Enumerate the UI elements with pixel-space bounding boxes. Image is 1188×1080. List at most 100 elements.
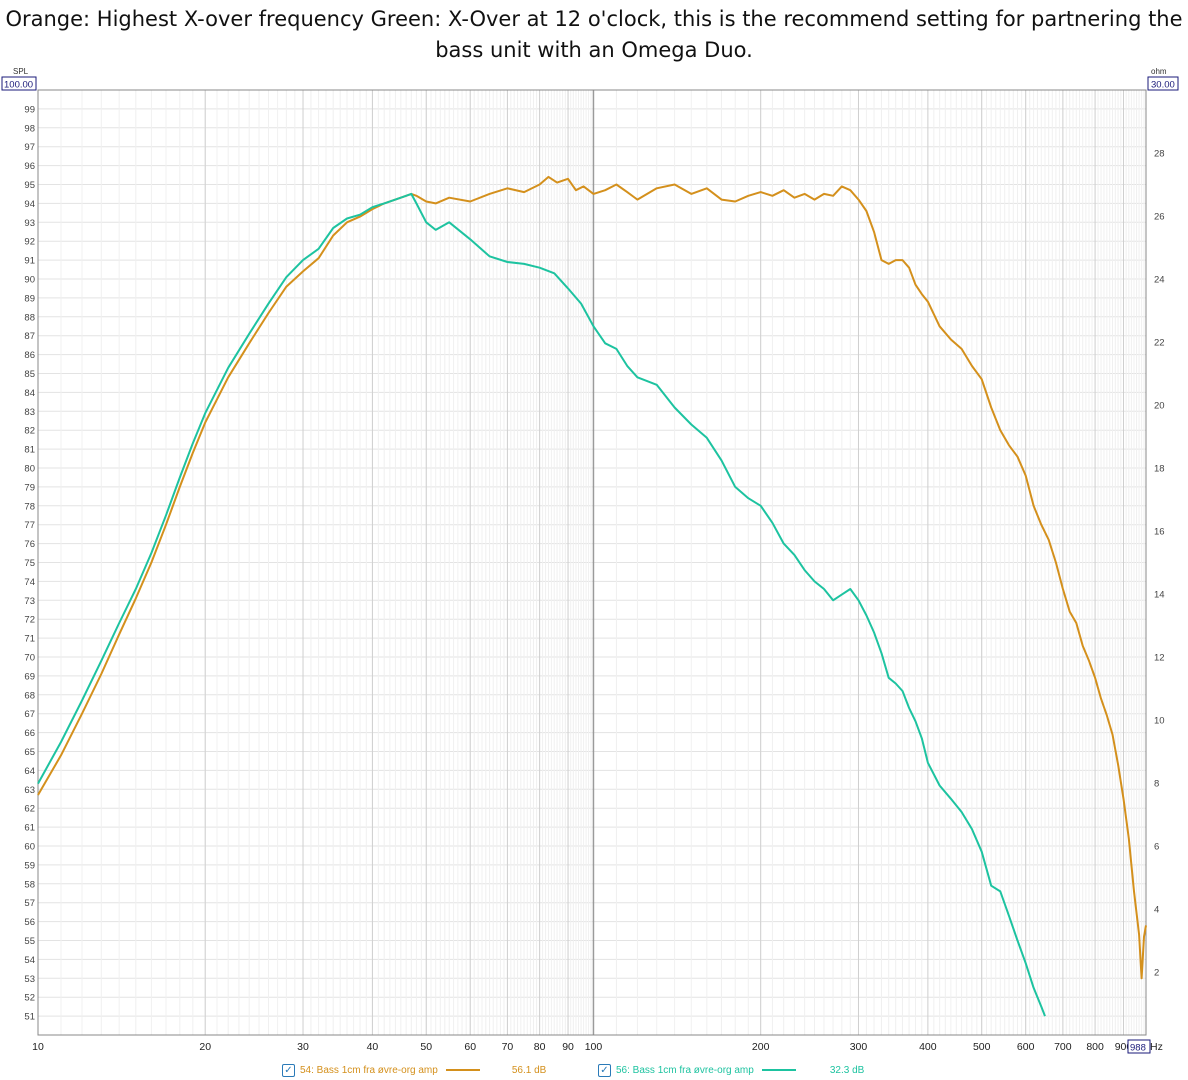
checkbox-icon[interactable]: ✓: [282, 1063, 295, 1077]
grid: [37, 90, 1146, 1035]
y-tick-label: 86: [24, 350, 35, 361]
y-tick-label: 67: [24, 709, 35, 720]
x-axis: 10 20 30 40 50 60 70 80 90 100 200 300 400 500 600 700 8…: [32, 1041, 1132, 1053]
y-tick-label: 56: [24, 917, 35, 928]
x-tick-label: 30: [297, 1041, 309, 1053]
xmax-box-value: 988: [1130, 1043, 1146, 1054]
y-tick-label: 58: [24, 879, 35, 890]
plot-frame: [37, 89, 1147, 1036]
x-unit-label: Hz: [1150, 1041, 1163, 1053]
y-tick-label: 72: [24, 615, 35, 626]
y-tick-label: 53: [24, 974, 35, 985]
y-tick-label: 97: [24, 142, 35, 153]
y2-axis-label: ohm: [1151, 67, 1167, 76]
y-tick-label: 62: [24, 804, 35, 815]
y-tick-label: 57: [24, 898, 35, 909]
x-tick-label: 700: [1054, 1041, 1072, 1053]
y-tick-label: 54: [24, 955, 35, 966]
x-tick-label: 60: [464, 1041, 476, 1053]
chart-caption: Orange: Highest X-over frequency Green: …: [5, 7, 1183, 62]
y-tick-label: 52: [24, 993, 35, 1004]
y-tick-label: 59: [24, 860, 35, 871]
y2-tick-label: 6: [1154, 842, 1159, 853]
y-tick-label: 76: [24, 539, 35, 550]
y-tick-label: 68: [24, 690, 35, 701]
y2-tick-label: 16: [1154, 527, 1165, 538]
xmax-box[interactable]: [1127, 1039, 1151, 1054]
x-tick-label: 20: [199, 1041, 211, 1053]
x-tick-label: 400: [919, 1041, 937, 1053]
y-tick-label: 71: [24, 634, 35, 645]
legend-label-series-1: 54: Bass 1cm fra øvre-org amp: [300, 1064, 438, 1076]
y2-tick-label: 18: [1154, 464, 1165, 475]
series-group: [37, 175, 1147, 1017]
y-tick-label: 92: [24, 237, 35, 248]
legend-item-series-1[interactable]: ✓ 54: Bass 1cm fra øvre-org amp 56.1 dB: [282, 1062, 546, 1078]
legend-level-series-2: 32.3 dB: [829, 1064, 865, 1076]
ymax-box-value: 100.00: [4, 80, 33, 91]
x-tick-label: 10: [32, 1041, 44, 1053]
y2-tick-label: 20: [1154, 401, 1165, 412]
y-tick-label: 82: [24, 426, 35, 437]
legend-swatch-series-2: [761, 1069, 796, 1071]
y2-tick-label: 10: [1154, 716, 1165, 727]
y-tick-label: 64: [24, 766, 35, 777]
y-tick-label: 69: [24, 671, 35, 682]
y2-tick-label: 2: [1154, 968, 1159, 979]
x-tick-label: 50: [420, 1041, 432, 1053]
x-tick-label: 90: [562, 1041, 574, 1053]
y-tick-label: 77: [24, 520, 35, 531]
y2-tick-label: 8: [1154, 779, 1159, 790]
y-tick-label: 63: [24, 785, 35, 796]
y2-tick-label: 12: [1154, 653, 1165, 664]
legend-swatch-series-1: [445, 1069, 480, 1071]
y-axis-label: SPL: [13, 67, 29, 76]
y-tick-label: 70: [24, 653, 35, 664]
y-tick-label: 83: [24, 407, 35, 418]
y-tick-label: 65: [24, 747, 35, 758]
y2-tick-label: 28: [1154, 149, 1165, 160]
legend-level-series-1: 56.1 dB: [511, 1064, 547, 1076]
x-tick-label: 80: [534, 1041, 546, 1053]
y-tick-label: 60: [24, 842, 35, 853]
y-tick-label: 93: [24, 218, 35, 229]
x-tick-label: 800: [1086, 1041, 1104, 1053]
y-tick-label: 55: [24, 936, 35, 947]
checkbox-icon[interactable]: ✓: [598, 1063, 611, 1077]
y-tick-label: 74: [24, 577, 35, 588]
x-tick-label: 300: [850, 1041, 868, 1053]
y-tick-label: 79: [24, 482, 35, 493]
y-tick-label: 90: [24, 275, 35, 286]
legend-item-series-2[interactable]: ✓ 56: Bass 1cm fra øvre-org amp 32.3 dB: [598, 1062, 864, 1078]
y-tick-label: 80: [24, 464, 35, 475]
y-tick-label: 98: [24, 123, 35, 134]
x-tick-label: 100: [585, 1041, 603, 1053]
x-tick-label: 70: [502, 1041, 514, 1053]
y-tick-label: 75: [24, 558, 35, 569]
y-tick-label: 73: [24, 596, 35, 607]
y2max-box[interactable]: [1147, 76, 1179, 91]
y-tick-label: 66: [24, 728, 35, 739]
x-tick-label: 200: [752, 1041, 770, 1053]
y-tick-label: 94: [24, 199, 35, 210]
legend-label-series-2: 56: Bass 1cm fra øvre-org amp: [616, 1064, 754, 1076]
y-tick-label: 84: [24, 388, 35, 399]
x-tick-label: 40: [367, 1041, 379, 1053]
y-tick-label: 88: [24, 312, 35, 323]
y2-tick-label: 22: [1154, 338, 1165, 349]
y-tick-label: 51: [24, 1012, 35, 1023]
series-line-2: [37, 192, 1046, 1017]
y-tick-label: 99: [24, 104, 35, 115]
series-line-1: [37, 175, 1147, 980]
y2-tick-label: 26: [1154, 212, 1165, 223]
y2-tick-label: 14: [1154, 590, 1165, 601]
y2-tick-label: 4: [1154, 905, 1159, 916]
ymax-box[interactable]: [1, 76, 37, 91]
x-tick-label: 600: [1017, 1041, 1035, 1053]
y2max-box-value: 30.00: [1151, 80, 1175, 91]
y-tick-label: 91: [24, 256, 35, 267]
y-tick-label: 95: [24, 180, 35, 191]
y-tick-label: 85: [24, 369, 35, 380]
